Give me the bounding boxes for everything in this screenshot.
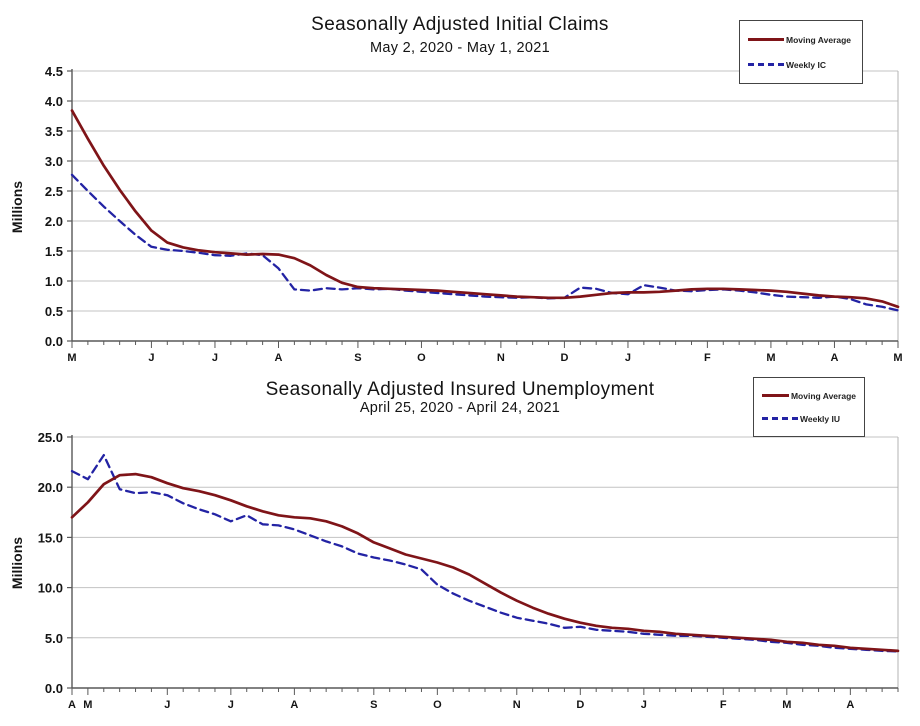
y-tick-label: 20.0	[38, 480, 63, 495]
legend-item-weekly-ic: Weekly IC	[748, 60, 854, 70]
moving-average-line-swatch	[748, 38, 784, 41]
y-tick-label: 25.0	[38, 430, 63, 445]
month-label: M	[893, 352, 902, 364]
month-label: S	[370, 699, 377, 711]
y-tick-label: 3.0	[45, 154, 63, 169]
legend-label: Weekly IC	[786, 59, 827, 70]
y-tick-label: 5.0	[45, 631, 63, 646]
chart-0: 0.0 0.5 1.0 1.5 2.0 2.5 3.0 3.5 4.0 4.5 M J J A S O N D J F…	[45, 64, 903, 364]
month-label: J	[625, 352, 631, 364]
month-label: F	[720, 699, 727, 711]
y-tick-label: 3.5	[45, 124, 63, 139]
insured-unemployment-title: Seasonally Adjusted Insured Unemployment	[265, 379, 655, 400]
y-tick-label: 2.5	[45, 184, 63, 199]
month-label: M	[766, 352, 775, 364]
y-tick-label: 1.0	[45, 274, 63, 289]
month-label: M	[67, 352, 76, 364]
y-tick-label: 0.5	[45, 304, 63, 319]
legend-item-weekly-iu: Weekly IU	[762, 414, 856, 424]
legend-label: Moving Average	[790, 390, 856, 401]
legend-label: Weekly IU	[800, 413, 841, 424]
legend-label: Moving Average	[786, 34, 852, 45]
y-tick-label: 0.0	[45, 334, 63, 349]
y-tick-label: 4.5	[45, 64, 63, 79]
insured-unemployment-legend: Moving Average Weekly IU	[753, 377, 865, 437]
y-tick-label: 0.0	[45, 681, 63, 696]
month-label: J	[164, 699, 170, 711]
month-label: S	[354, 352, 361, 364]
chart-1: 0.05.010.015.020.025.0A M J J A S O N D J F M A	[38, 430, 900, 711]
weekly-iu-line-swatch	[762, 417, 798, 420]
initial-claims-title: Seasonally Adjusted Initial Claims	[311, 14, 609, 35]
weekly-ic-line-swatch	[748, 63, 784, 66]
month-label: M	[83, 699, 92, 711]
month-label: O	[433, 699, 442, 711]
month-label: D	[560, 352, 568, 364]
legend-item-moving-average: Moving Average	[762, 391, 856, 401]
y-tick-label: 1.5	[45, 244, 63, 259]
month-label: J	[641, 699, 647, 711]
legend-item-moving-average: Moving Average	[748, 35, 854, 45]
month-label: J	[148, 352, 154, 364]
month-label: A	[290, 699, 298, 711]
series-line-moving-average	[70, 109, 900, 309]
y-tick-label: 15.0	[38, 530, 63, 545]
month-label: M	[782, 699, 791, 711]
y-tick-label: 10.0	[38, 581, 63, 596]
month-label: A	[830, 352, 838, 364]
month-label: F	[704, 352, 711, 364]
month-label: N	[497, 352, 505, 364]
y-tick-label: 2.0	[45, 214, 63, 229]
month-label: J	[212, 352, 218, 364]
month-label: A	[68, 699, 76, 711]
month-label: D	[576, 699, 584, 711]
month-label: A	[846, 699, 854, 711]
series-line-moving-average	[70, 472, 900, 653]
initial-claims-legend: Moving Average Weekly IC	[739, 20, 863, 84]
month-label: A	[275, 352, 283, 364]
month-label: O	[417, 352, 426, 364]
insured-unemployment-subtitle: April 25, 2020 - April 24, 2021	[359, 400, 561, 416]
series-line-weekly-iu	[70, 453, 900, 653]
initial-claims-subtitle: May 2, 2020 - May 1, 2021	[370, 40, 550, 56]
month-label: N	[513, 699, 521, 711]
moving-average-line-swatch	[762, 394, 789, 397]
y-tick-label: 4.0	[45, 94, 63, 109]
series-line-weekly-ic	[70, 173, 900, 312]
month-label: J	[228, 699, 234, 711]
